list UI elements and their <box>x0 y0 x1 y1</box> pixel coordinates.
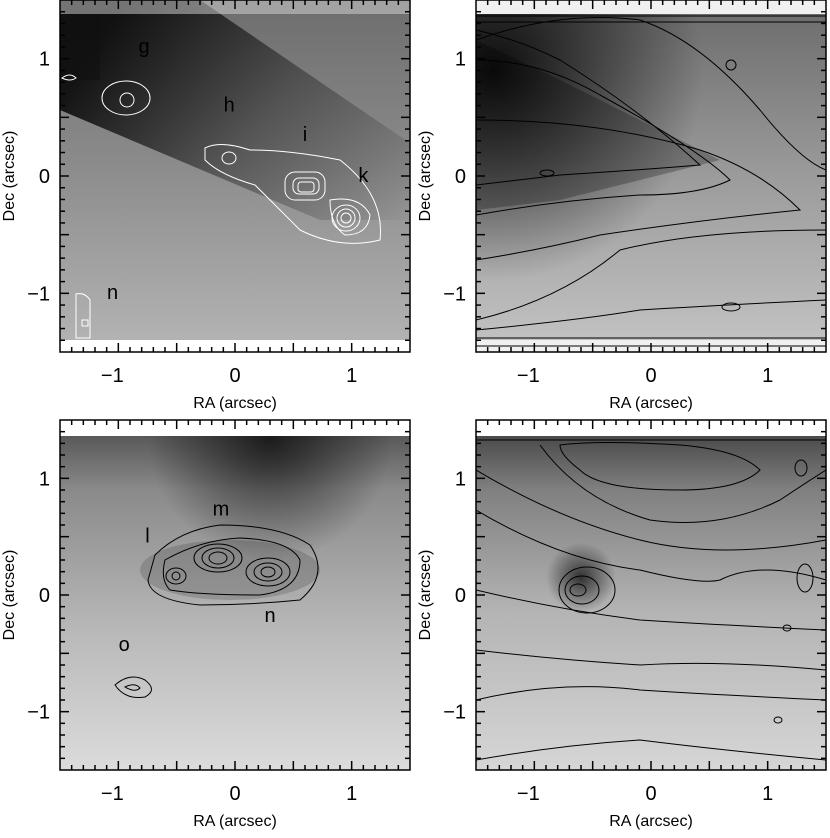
x-tick-label: −1 <box>517 783 540 805</box>
text-layer: −1 0 1 1 0 −1 RA (arcsec) Dec (arcsec) g h i k n −1 0 1… <box>1 36 773 830</box>
panel-bottom-right <box>475 419 827 771</box>
feature-label-n: n <box>264 605 275 627</box>
y-tick-label: 1 <box>39 49 50 71</box>
y-axis-label: Dec (arcsec) <box>1 131 18 222</box>
y-tick-label: −1 <box>27 283 50 305</box>
contours <box>476 439 826 761</box>
x-axis-label: RA (arcsec) <box>609 813 693 830</box>
x-tick-label: 1 <box>762 365 773 387</box>
image-map <box>476 420 826 770</box>
y-tick-label: 0 <box>455 166 466 188</box>
y-tick-label: 1 <box>455 49 466 71</box>
contours <box>114 524 319 698</box>
contours <box>61 74 381 339</box>
feature-label-o: o <box>119 634 130 656</box>
x-tick-label: 1 <box>762 783 773 805</box>
x-tick-label: 1 <box>346 783 357 805</box>
y-tick-label: 1 <box>455 468 466 490</box>
x-tick-label: 1 <box>346 365 357 387</box>
feature-label-m: m <box>213 499 230 521</box>
x-tick-label: 0 <box>645 365 656 387</box>
image-map <box>476 0 826 352</box>
x-axis-label: RA (arcsec) <box>609 395 693 412</box>
ticks-bottom-right <box>476 420 826 770</box>
x-axis-label: RA (arcsec) <box>193 395 277 412</box>
panel-top-right <box>475 0 827 353</box>
feature-label-g: g <box>138 36 149 58</box>
y-tick-label: 1 <box>39 468 50 490</box>
feature-label-l: l <box>145 526 149 548</box>
panel-top-left <box>59 0 411 353</box>
ticks-top-left <box>60 0 410 352</box>
y-axis-label: Dec (arcsec) <box>417 131 434 222</box>
y-tick-label: 0 <box>39 585 50 607</box>
y-tick-label: −1 <box>27 702 50 724</box>
y-tick-label: 0 <box>455 585 466 607</box>
feature-label-i: i <box>303 124 307 146</box>
feature-label-k: k <box>358 165 369 187</box>
ticks-bottom-left <box>60 420 410 770</box>
panel-bottom-left <box>59 419 411 771</box>
x-tick-label: −1 <box>517 365 540 387</box>
x-tick-label: 0 <box>645 783 656 805</box>
x-tick-label: 0 <box>229 783 240 805</box>
y-tick-label: −1 <box>443 283 466 305</box>
y-tick-label: −1 <box>443 702 466 724</box>
x-tick-label: 0 <box>229 365 240 387</box>
y-axis-label: Dec (arcsec) <box>1 550 18 641</box>
x-axis-label: RA (arcsec) <box>193 813 277 830</box>
x-tick-label: −1 <box>101 783 124 805</box>
image-map <box>60 0 410 352</box>
feature-label-h: h <box>224 94 235 116</box>
feature-label-n: n <box>107 282 118 304</box>
x-tick-label: −1 <box>101 365 124 387</box>
y-axis-label: Dec (arcsec) <box>417 550 434 641</box>
y-tick-label: 0 <box>39 166 50 188</box>
ticks-top-right <box>476 0 826 352</box>
